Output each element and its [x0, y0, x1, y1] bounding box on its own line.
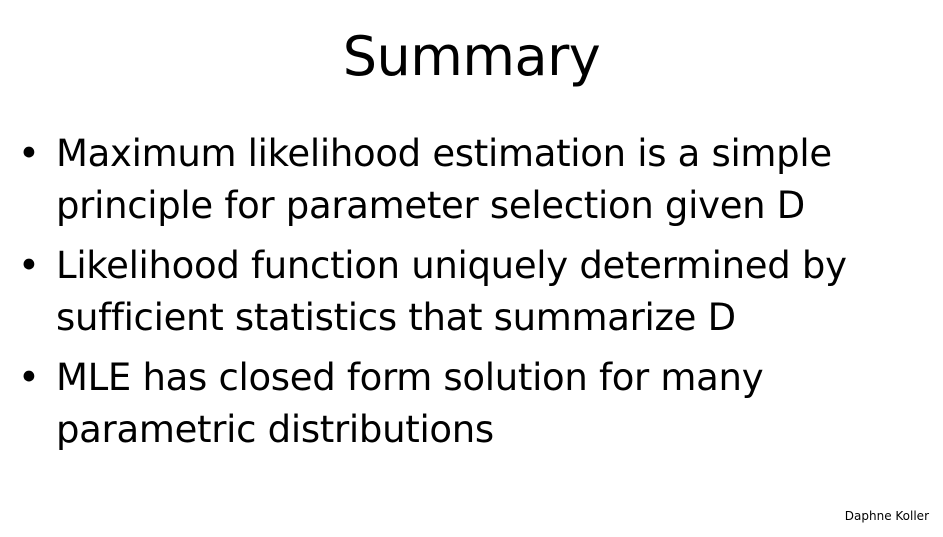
slide-title: Summary: [342, 25, 601, 88]
bullet-item: • Likelihood function uniquely determine…: [18, 240, 933, 344]
bullet-text: Maximum likelihood estimation is a simpl…: [56, 132, 832, 227]
bullet-marker: •: [18, 244, 40, 287]
bullet-item: • MLE has closed form solution for many …: [18, 352, 933, 456]
bullet-marker: •: [18, 132, 40, 175]
bullet-text: Likelihood function uniquely determined …: [56, 244, 847, 339]
bullet-text: MLE has closed form solution for many pa…: [56, 356, 764, 451]
bullet-marker: •: [18, 356, 40, 399]
bullet-item: • Maximum likelihood estimation is a sim…: [18, 128, 933, 232]
bullet-list: • Maximum likelihood estimation is a sim…: [18, 128, 933, 464]
author-credit: Daphne Koller: [844, 509, 929, 523]
